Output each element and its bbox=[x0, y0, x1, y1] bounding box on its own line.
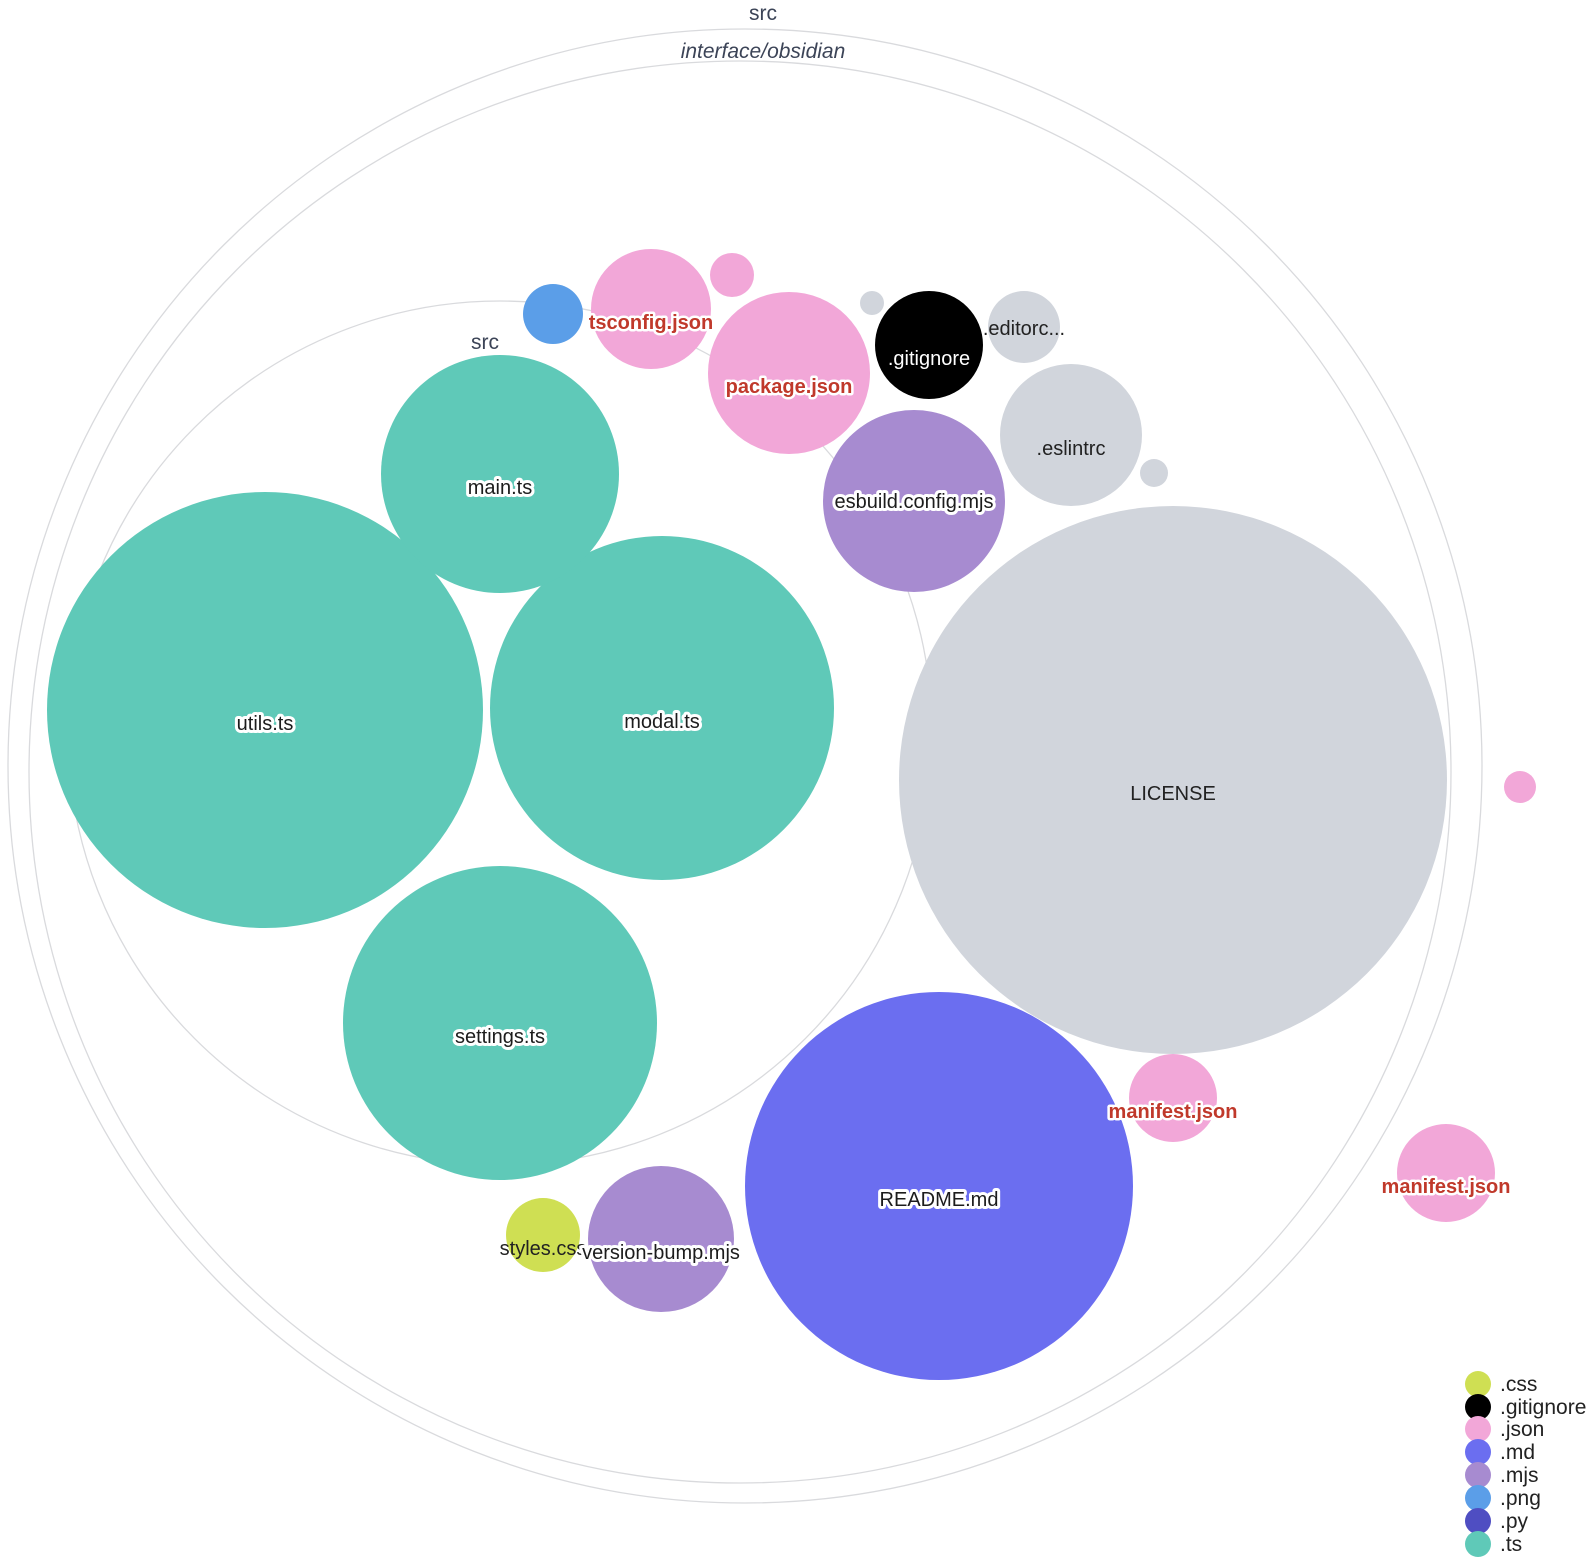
svg-text:.editorc...: .editorc... bbox=[983, 318, 1065, 340]
svg-text:manifest.json: manifest.json bbox=[1382, 1176, 1511, 1198]
svg-text:.png: .png bbox=[1500, 1487, 1541, 1510]
svg-text:esbuild.config.mjs: esbuild.config.mjs bbox=[835, 491, 994, 513]
svg-text:.md: .md bbox=[1500, 1441, 1535, 1464]
svg-text:main.ts: main.ts bbox=[468, 477, 532, 499]
svg-text:src: src bbox=[749, 2, 777, 25]
svg-text:src: src bbox=[471, 331, 499, 354]
svg-text:LICENSE: LICENSE bbox=[1130, 783, 1216, 805]
svg-text:package.json: package.json bbox=[726, 376, 853, 398]
svg-text:.gitignore: .gitignore bbox=[888, 348, 970, 370]
svg-text:interface/obsidian: interface/obsidian bbox=[681, 40, 846, 63]
svg-text:settings.ts: settings.ts bbox=[455, 1026, 545, 1048]
svg-text:README.md: README.md bbox=[880, 1189, 999, 1211]
svg-text:.mjs: .mjs bbox=[1500, 1464, 1539, 1487]
svg-text:.ts: .ts bbox=[1500, 1533, 1522, 1556]
svg-text:modal.ts: modal.ts bbox=[624, 711, 700, 733]
svg-text:manifest.json: manifest.json bbox=[1109, 1101, 1238, 1123]
svg-text:tsconfig.json: tsconfig.json bbox=[589, 312, 713, 334]
svg-text:.eslintrc: .eslintrc bbox=[1037, 438, 1106, 460]
svg-text:.gitignore: .gitignore bbox=[1500, 1396, 1586, 1419]
svg-text:.py: .py bbox=[1500, 1510, 1529, 1533]
svg-text:.json: .json bbox=[1500, 1418, 1544, 1441]
svg-text:styles.css: styles.css bbox=[500, 1238, 587, 1260]
svg-text:version-bump.mjs: version-bump.mjs bbox=[582, 1242, 740, 1264]
svg-text:.css: .css bbox=[1500, 1373, 1537, 1396]
svg-text:utils.ts: utils.ts bbox=[237, 713, 294, 735]
